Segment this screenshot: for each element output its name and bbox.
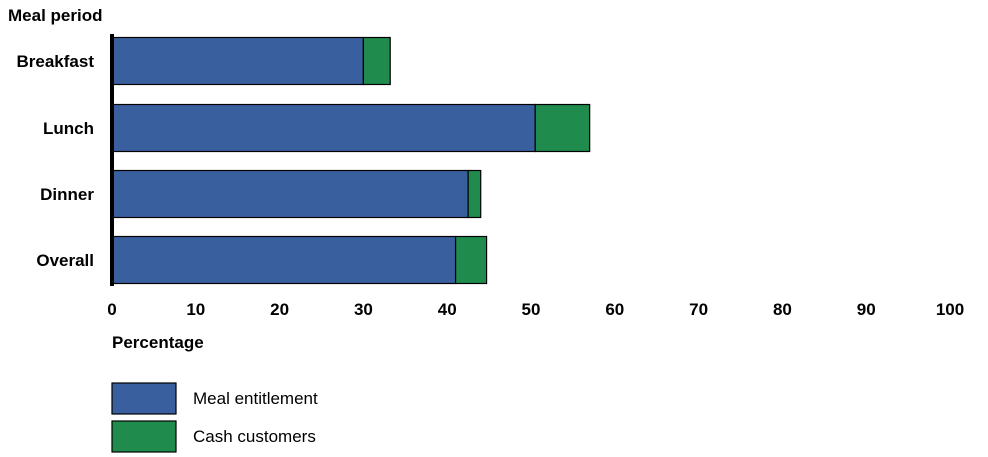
y-axis-title: Meal period [8, 6, 102, 25]
category-labels: Breakfast Lunch Dinner Overall [17, 52, 95, 270]
bar-dinner-cash-customers [467, 169, 482, 219]
bar-dinner-meal-entitlement [111, 169, 469, 219]
legend: Meal entitlement Cash customers [111, 382, 318, 453]
bar-lunch-cash-customers [534, 103, 591, 153]
x-tick-label-0: 0 [107, 300, 116, 319]
x-tick-label-100: 100 [936, 300, 964, 319]
bar-lunch-meal-entitlement [111, 103, 536, 153]
x-tick-label-60: 60 [605, 300, 624, 319]
x-tick-labels: 0 10 20 30 40 50 60 70 80 90 100 [107, 300, 964, 319]
x-tick-label-30: 30 [354, 300, 373, 319]
category-label-overall: Overall [36, 251, 94, 270]
bar-overall-cash-customers [454, 235, 488, 285]
category-label-dinner: Dinner [40, 185, 94, 204]
x-tick-label-90: 90 [857, 300, 876, 319]
bars-group [111, 36, 591, 285]
bar-breakfast-meal-entitlement [111, 36, 364, 86]
category-label-lunch: Lunch [43, 119, 94, 138]
bar-overall-meal-entitlement [111, 235, 457, 285]
legend-swatch-cash-customers [111, 420, 177, 453]
bar-breakfast-cash-customers [362, 36, 391, 86]
x-tick-label-80: 80 [773, 300, 792, 319]
legend-label-cash-customers: Cash customers [193, 427, 316, 446]
x-tick-label-70: 70 [689, 300, 708, 319]
x-tick-label-10: 10 [186, 300, 205, 319]
x-axis-label: Percentage [112, 333, 204, 352]
x-tick-label-50: 50 [522, 300, 541, 319]
x-tick-label-40: 40 [438, 300, 457, 319]
category-label-breakfast: Breakfast [17, 52, 95, 71]
legend-label-meal-entitlement: Meal entitlement [193, 389, 318, 408]
x-tick-label-20: 20 [270, 300, 289, 319]
legend-swatch-meal-entitlement [111, 382, 177, 415]
